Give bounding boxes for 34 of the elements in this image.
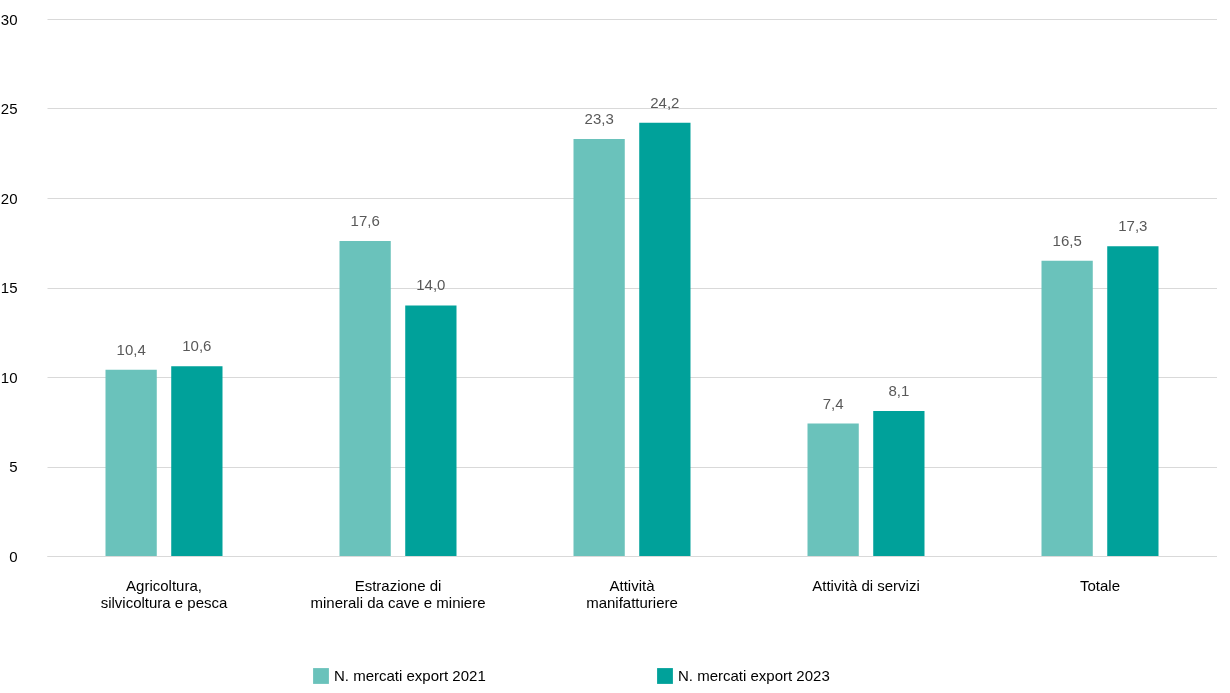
data-label: 17,3 <box>1118 217 1148 235</box>
data-label: 16,5 <box>1052 231 1082 249</box>
y-tick-label: 0 <box>9 547 18 565</box>
data-label: 8,1 <box>888 382 910 400</box>
legend-label: N. mercati export 2021 <box>334 667 486 684</box>
x-tick-label: Totale <box>1079 576 1121 594</box>
y-tick-label: 5 <box>9 458 18 475</box>
y-tick-label: 20 <box>0 189 18 207</box>
data-label: 10,6 <box>182 337 212 355</box>
bar <box>171 366 223 556</box>
bar <box>573 138 625 556</box>
data-label: 14,0 <box>416 276 446 294</box>
bar <box>339 240 391 556</box>
x-tick-label: Estrazione di minerali da cave e miniere <box>310 576 486 611</box>
bar <box>1107 246 1159 556</box>
bar <box>873 411 925 556</box>
y-tick-label: 30 <box>0 10 18 28</box>
bar <box>105 369 157 556</box>
data-label: 24,2 <box>650 93 680 111</box>
legend-label: N. mercati export 2023 <box>678 667 830 684</box>
x-tick-label: Attività manifatturiere <box>586 576 678 611</box>
data-label: 23,3 <box>584 109 614 127</box>
bar <box>639 122 691 556</box>
y-tick-label: 10 <box>0 368 18 386</box>
bar <box>405 305 457 556</box>
bar <box>1041 260 1093 556</box>
x-tick-label: Attività di servizi <box>812 576 920 594</box>
y-tick-label: 25 <box>0 100 18 117</box>
bar <box>807 423 859 556</box>
data-label: 7,4 <box>822 394 844 412</box>
data-label: 10,4 <box>116 340 146 358</box>
x-tick-label: Agricoltura, silvicoltura e pesca <box>100 576 229 611</box>
y-tick-label: 15 <box>0 279 18 296</box>
data-label: 17,6 <box>350 211 380 229</box>
